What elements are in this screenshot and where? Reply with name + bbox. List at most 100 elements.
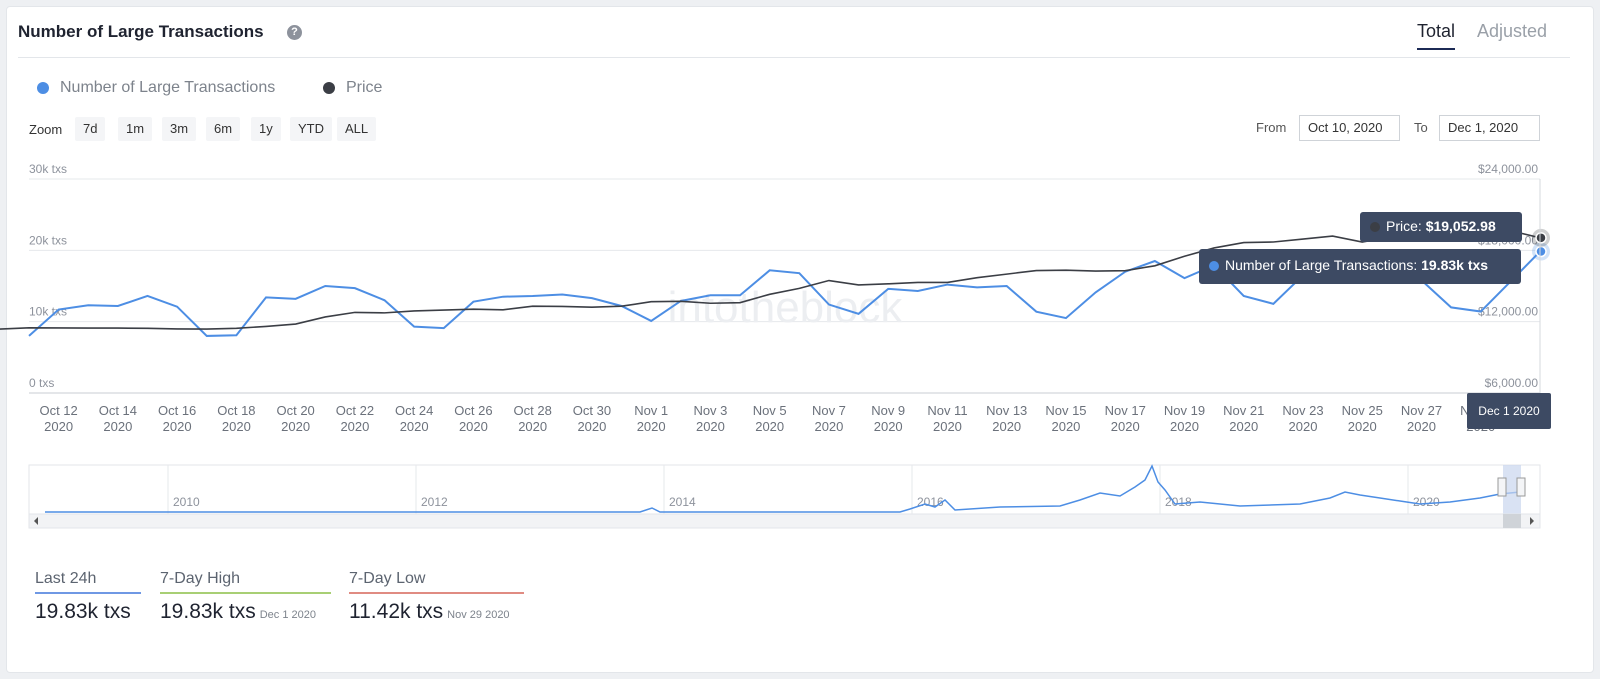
x-tick-label: Oct 30 [573, 403, 611, 418]
navigator-year-label: 2012 [421, 495, 448, 509]
x-tick-year-label: 2020 [340, 419, 369, 434]
x-tick-year-label: 2020 [44, 419, 73, 434]
zoom-all-button[interactable]: ALL [337, 117, 377, 141]
y-left-tick-label: 0 txs [29, 376, 54, 390]
from-date-input[interactable]: Oct 10, 2020 [1299, 115, 1400, 141]
hover-point-marker [1535, 232, 1547, 244]
navigator-year-label: 2014 [669, 495, 696, 509]
to-date-input[interactable]: Dec 1, 2020 [1439, 115, 1540, 141]
x-tick-year-label: 2020 [1348, 419, 1377, 434]
stat-7day-high: 7-Day High 19.83k txs Dec 1 2020 [160, 570, 331, 624]
x-tick-label: Nov 23 [1282, 403, 1323, 418]
transactions-dot-icon [1209, 261, 1219, 271]
legend-item-price[interactable]: Price [323, 79, 382, 97]
transactions-tooltip: Number of Large Transactions: 19.83k txs [1199, 249, 1521, 284]
x-tick-label: Oct 20 [276, 403, 314, 418]
to-label: To [1414, 120, 1428, 135]
hover-point-marker [1535, 245, 1547, 258]
y-left-tick-label: 20k txs [29, 233, 67, 247]
scroll-left-arrow-icon[interactable] [34, 517, 38, 525]
navigator-year-label: 2010 [173, 495, 200, 509]
x-tick-label: Oct 26 [454, 403, 492, 418]
x-tick-label: Nov 25 [1342, 403, 1383, 418]
legend-dot-icon [323, 82, 335, 94]
x-tick-year-label: 2020 [222, 419, 251, 434]
x-tick-label: Nov 7 [812, 403, 846, 418]
navigator-selection[interactable] [1503, 465, 1521, 514]
navigator-left-handle[interactable] [1497, 477, 1507, 497]
x-tick-label: Nov 19 [1164, 403, 1205, 418]
x-tick-label: Oct 12 [39, 403, 77, 418]
zoom-ytd-button[interactable]: YTD [290, 117, 332, 141]
price-tooltip: Price: $19,052.98 [1360, 212, 1522, 242]
x-tick-label: Nov 21 [1223, 403, 1264, 418]
legend-dot-icon [37, 82, 49, 94]
x-tick-year-label: 2020 [103, 419, 132, 434]
main-chart[interactable]: 0 txs 10k txs 20k txs 30k txs $6,000.00 $12,0… [0, 160, 1600, 440]
zoom-1y-button[interactable]: 1y [251, 117, 281, 141]
price-series-line [0, 229, 1541, 330]
stat-date: Nov 29 2020 [447, 609, 510, 621]
page-title: Number of Large Transactions [18, 22, 264, 41]
tooltip-txs-value: 19.83k txs [1421, 257, 1489, 273]
navigator-year-label: 2020 [1413, 495, 1440, 509]
x-tick-year-label: 2020 [577, 419, 606, 434]
tab-adjusted[interactable]: Adjusted [1477, 21, 1548, 41]
x-tick-label: Nov 13 [986, 403, 1027, 418]
zoom-7d-button[interactable]: 7d [75, 117, 106, 141]
x-tick-label: Nov 3 [693, 403, 727, 418]
x-tick-label: Nov 9 [871, 403, 905, 418]
header-divider [18, 57, 1570, 58]
tooltip-txs-label: Number of Large Transactions: [1225, 257, 1418, 273]
legend-label: Price [346, 79, 383, 96]
stat-7day-low: 7-Day Low 11.42k txs Nov 29 2020 [349, 570, 524, 624]
y-left-tick-label: 10k txs [29, 305, 67, 319]
x-tick-year-label: 2020 [933, 419, 962, 434]
crosshair-date-flag: Dec 1 2020 [1467, 393, 1551, 429]
x-tick-label: Oct 18 [217, 403, 255, 418]
scroll-right-arrow-icon[interactable] [1530, 517, 1534, 525]
zoom-3m-button[interactable]: 3m [162, 117, 197, 141]
x-tick-label: Oct 14 [99, 403, 137, 418]
legend-label: Number of Large Transactions [60, 79, 276, 96]
x-tick-year-label: 2020 [1289, 419, 1318, 434]
x-tick-year-label: 2020 [696, 419, 725, 434]
x-tick-year-label: 2020 [1111, 419, 1140, 434]
zoom-6m-button[interactable]: 6m [206, 117, 241, 141]
stat-value: 19.83k txs Dec 1 2020 [160, 600, 331, 624]
question-circle-icon[interactable]: ? [287, 25, 302, 40]
stat-number: 19.83k txs [160, 600, 256, 623]
stat-date: Dec 1 2020 [259, 609, 316, 621]
x-tick-year-label: 2020 [814, 419, 843, 434]
zoom-1m-button[interactable]: 1m [118, 117, 153, 141]
stat-value: 19.83k txs [35, 600, 141, 624]
y-right-tick-label: $24,000.00 [1478, 162, 1538, 176]
x-tick-label: Oct 16 [158, 403, 196, 418]
tooltip-price-label: Price: [1386, 218, 1422, 234]
price-dot-icon [1370, 222, 1380, 232]
navigator-year-label: 2018 [1165, 495, 1192, 509]
legend-item-transactions[interactable]: Number of Large Transactions [37, 79, 275, 97]
navigator-chart[interactable]: 2010 2012 2014 2016 2018 2020 [0, 460, 1600, 535]
stat-number: 11.42k txs [349, 600, 444, 623]
navigator-right-handle[interactable] [1516, 477, 1526, 497]
x-tick-label: Nov 27 [1401, 403, 1442, 418]
y-right-tick-label: $12,000.00 [1478, 305, 1538, 319]
navigator-scrollbar-track[interactable] [28, 513, 1541, 529]
x-tick-year-label: 2020 [281, 419, 310, 434]
navigator-year-label: 2016 [917, 495, 944, 509]
tooltip-price-value: $19,052.98 [1425, 218, 1496, 234]
x-tick-year-label: 2020 [163, 419, 192, 434]
stat-number: 19.83k txs [35, 600, 131, 623]
stat-label: 7-Day High [160, 570, 331, 594]
x-tick-label: Nov 11 [927, 403, 967, 418]
x-tick-year-label: 2020 [1229, 419, 1258, 434]
tab-total[interactable]: Total [1417, 21, 1456, 50]
x-tick-year-label: 2020 [1170, 419, 1199, 434]
y-left-tick-label: 30k txs [29, 162, 67, 176]
x-tick-year-label: 2020 [992, 419, 1021, 434]
x-tick-label: Oct 24 [395, 403, 433, 418]
y-right-tick-label: $6,000.00 [1485, 376, 1539, 390]
navigator-scrollbar-thumb[interactable] [1503, 514, 1521, 528]
from-label: From [1256, 120, 1287, 135]
